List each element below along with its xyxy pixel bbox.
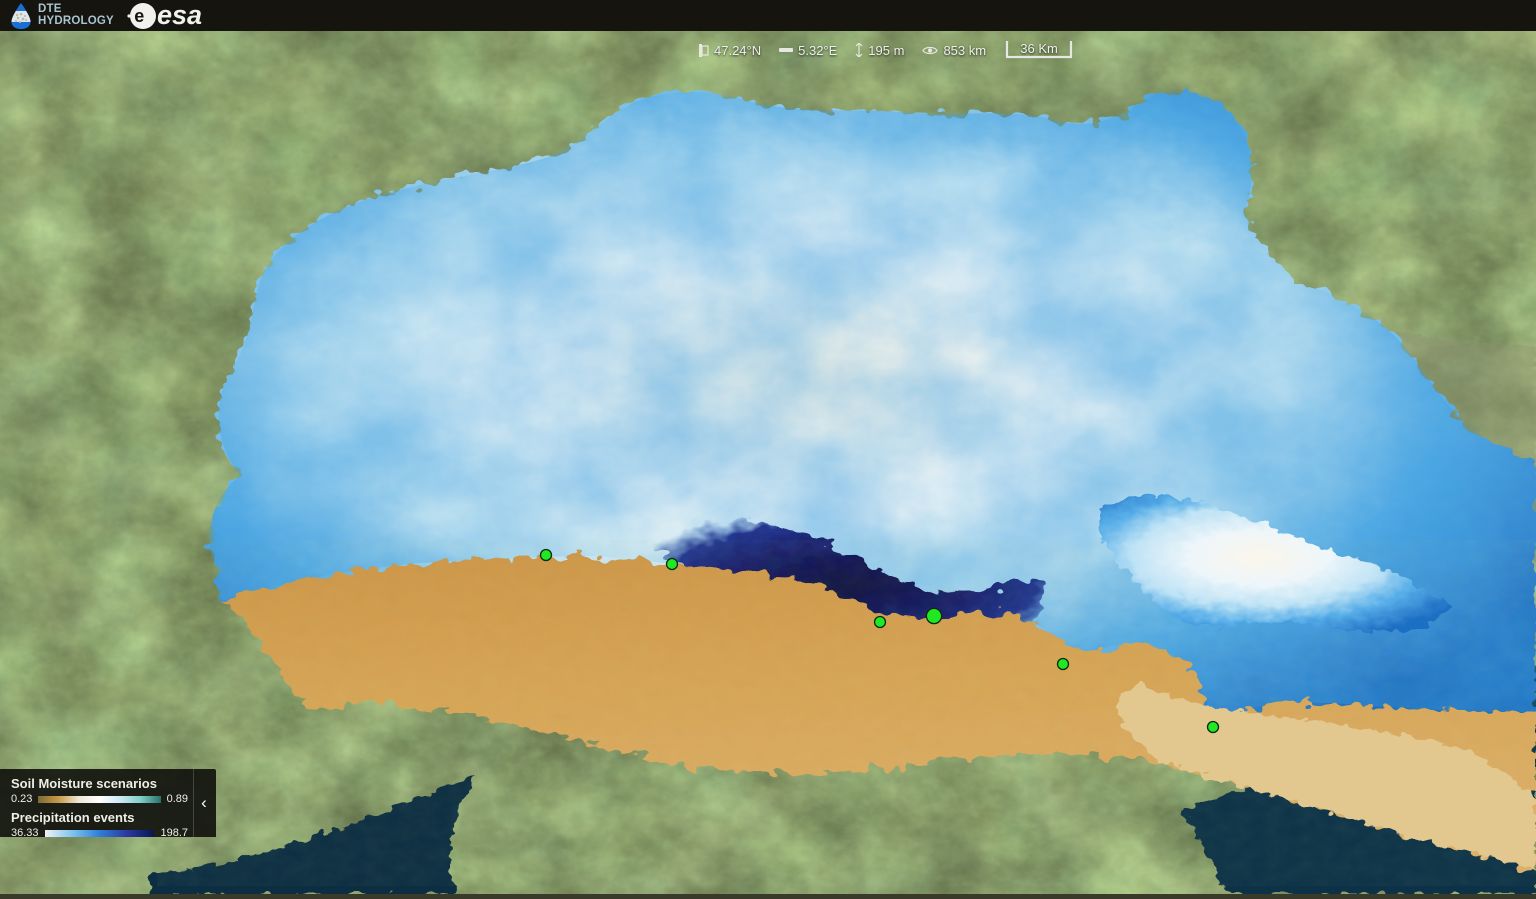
svg-text:esa: esa [157,2,202,30]
svg-text:e: e [134,5,144,25]
